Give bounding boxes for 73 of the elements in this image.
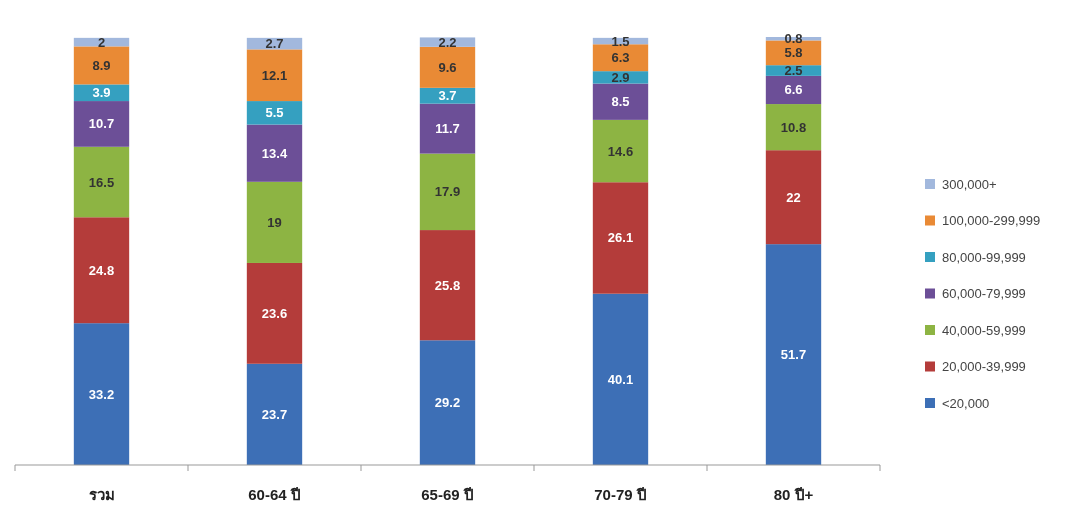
data-label: 2.5 [784,63,803,79]
data-label: 2 [97,34,106,50]
data-label: 22 [786,189,801,205]
data-label: 29.2 [434,395,461,411]
data-label: 9.6 [438,59,457,75]
bar [73,146,130,218]
legend-label: 40,000-59,999 [942,322,1026,338]
data-label: 40.1 [607,371,634,387]
bar [765,104,822,151]
bar [246,49,303,102]
legend-label: 80,000-99,999 [942,249,1026,265]
data-label: 1.5 [611,33,630,49]
bar [246,124,303,182]
legend-label: 300,000+ [942,176,997,192]
x-tick-label: 80 ปี+ [773,486,814,503]
legend-label: 20,000-39,999 [942,359,1026,374]
bar [73,46,130,85]
data-label: 19 [267,214,282,230]
data-label: 12.1 [261,67,288,83]
bar [592,119,649,183]
bar [73,84,130,102]
bar [765,75,822,105]
data-label: 11.7 [435,121,460,137]
bar [419,340,476,465]
data-label: 3.7 [438,88,457,104]
data-label: 26.1 [607,230,634,246]
data-label: 51.7 [780,347,807,363]
data-label: 2.7 [265,36,284,52]
data-label: 8.5 [611,94,630,110]
bar [765,244,822,465]
data-label: 10.7 [88,116,115,132]
bar [592,182,649,294]
bar [765,150,822,245]
bar [592,293,649,465]
data-label: 23.7 [261,406,288,422]
bar [73,323,130,465]
data-label: 5.8 [784,45,803,61]
data-label: 33.2 [88,386,115,402]
data-label: 6.3 [611,50,630,66]
data-label: 3.9 [92,85,111,101]
x-tick-label: 65-69 ปี [421,486,474,503]
data-label: 23.6 [261,305,288,321]
bar [73,217,130,324]
bar [419,153,476,231]
bar [246,101,303,125]
data-label: 16.5 [88,174,115,190]
data-label: 25.8 [434,277,461,293]
bar [246,181,303,263]
bar [419,230,476,341]
bar [246,262,303,364]
x-tick-label: 60-64 ปี [248,486,301,503]
bar [592,83,649,120]
data-label: 24.8 [88,262,115,278]
data-label: 2.9 [611,69,630,85]
bar [419,87,476,104]
bar [246,363,303,465]
data-label: 5.5 [265,105,284,121]
bar [73,101,130,147]
legend-label: <20,000 [942,395,990,411]
bar [419,46,476,88]
data-label: 8.9 [92,57,111,73]
data-label: 6.6 [784,82,803,98]
data-label: 13.4 [261,145,288,161]
x-tick-label: รวม [88,486,115,503]
x-tick-label: 70-79 ปี [594,486,647,503]
data-label: 2.2 [438,34,457,50]
data-label: 10.8 [780,119,807,135]
legend-label: 60,000-79,999 [942,286,1026,301]
bar [592,44,649,72]
legend-label: 100,000-299,999 [942,213,1041,228]
data-label: 17.9 [434,184,461,200]
bar [419,103,476,154]
data-label: 14.6 [607,143,634,159]
